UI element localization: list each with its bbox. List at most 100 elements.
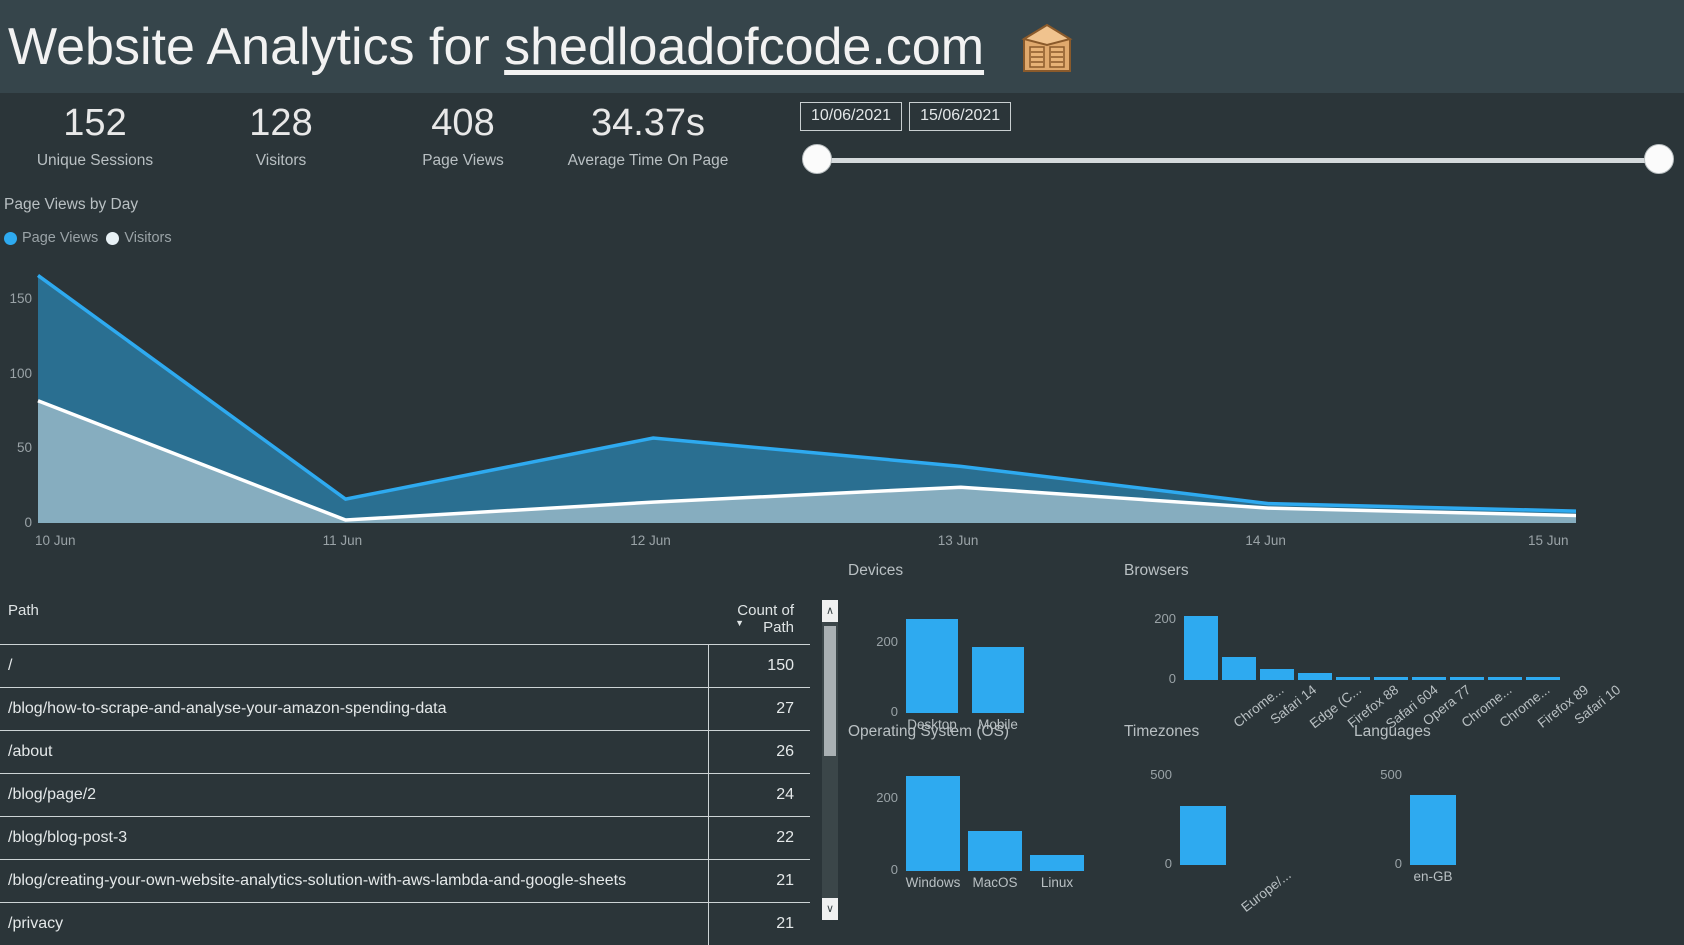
page-title-prefix: Website Analytics for [8, 17, 505, 76]
y-axis-tick: 500 [1380, 766, 1402, 782]
category-label: Europe/... [1238, 867, 1294, 915]
bar[interactable] [1180, 806, 1226, 865]
table-header-row: Path Count of Path ▼ [0, 596, 810, 645]
bar[interactable] [1488, 677, 1522, 680]
y-axis-tick: 0 [1168, 671, 1176, 686]
chart-title: Browsers [1124, 562, 1189, 579]
bar[interactable] [1412, 677, 1446, 680]
slider-handle-left[interactable] [802, 144, 832, 174]
date-range-slicer[interactable]: 10/06/2021 15/06/2021 [800, 102, 1676, 182]
date-range-slider[interactable] [802, 144, 1674, 178]
cell-path: /blog/creating-your-own-website-analytic… [0, 859, 708, 903]
x-axis-tick: 15 Jun [1528, 533, 1569, 548]
languages-categories: en-GB [1354, 865, 1574, 905]
date-inputs: 10/06/2021 15/06/2021 [800, 102, 1676, 131]
table-row[interactable]: /150 [0, 644, 810, 688]
kpi-label: Unique Sessions [36, 152, 154, 169]
sort-descending-icon: ▼ [735, 618, 744, 628]
slider-handle-right[interactable] [1644, 144, 1674, 174]
y-axis-tick: 0 [890, 704, 898, 719]
cell-count: 22 [707, 816, 810, 860]
chart-title: Languages [1354, 723, 1431, 740]
cell-count: 21 [707, 902, 810, 945]
cell-count: 24 [707, 773, 810, 817]
slider-track[interactable] [816, 158, 1660, 163]
path-table-panel: Path Count of Path ▼ /150/blog/how-to-sc… [0, 596, 838, 945]
kpi-value: 128 [249, 102, 313, 144]
bar[interactable] [1374, 677, 1408, 680]
y-axis-tick: 200 [876, 790, 898, 805]
bar[interactable] [1222, 656, 1256, 680]
bar[interactable] [1184, 615, 1218, 680]
os-chart: Operating System (OS) 0 200 Windows MacOS L… [848, 723, 1098, 895]
end-date-input[interactable]: 15/06/2021 [909, 102, 1012, 131]
y-axis-tick: 0 [24, 515, 32, 530]
y-axis-tick: 0 [1164, 856, 1172, 871]
x-axis-tick: 13 Jun [937, 533, 979, 548]
bar[interactable] [1336, 677, 1370, 680]
chart-title: Operating System (OS) [848, 723, 1010, 740]
legend-label: Visitors [124, 230, 172, 246]
y-axis-tick: 50 [16, 440, 32, 456]
page-title-domain: shedloadofcode.com [504, 17, 985, 76]
bar[interactable] [1298, 672, 1332, 680]
bar[interactable] [906, 775, 960, 871]
page-title: Website Analytics for shedloadofcode.com [8, 17, 984, 77]
column-header-path[interactable]: Path [0, 596, 708, 645]
legend-dot-icon [4, 231, 17, 245]
start-date-input[interactable]: 10/06/2021 [800, 102, 903, 131]
kpi-label: Page Views [422, 152, 504, 169]
area-plot: 0 50 100 150 10 Jun 11 Jun 12 Jun 13 Jun 14 Jun 1… [0, 258, 1577, 578]
kpi-row: 152 Unique Sessions 128 Visitors 408 Pag… [0, 100, 820, 195]
bar[interactable] [1260, 668, 1294, 680]
category-label: Windows [905, 875, 961, 890]
bar[interactable] [1450, 677, 1484, 680]
table-row[interactable]: /blog/how-to-scrape-and-analyse-your-ama… [0, 687, 810, 731]
kpi-value: 152 [63, 102, 127, 144]
table-scrollbar[interactable]: ∧ ∨ [822, 600, 838, 920]
path-table: Path Count of Path ▼ /150/blog/how-to-sc… [0, 596, 810, 945]
bar[interactable] [1526, 677, 1560, 680]
cell-path: /blog/blog-post-3 [0, 816, 708, 860]
y-axis-tick: 200 [876, 634, 898, 649]
area-series-page-views [38, 275, 1576, 523]
table-row[interactable]: /blog/blog-post-3 22 [0, 816, 810, 860]
y-axis-tick: 100 [9, 365, 32, 381]
bar[interactable] [972, 646, 1024, 713]
table-row[interactable]: /blog/page/2 24 [0, 773, 810, 817]
y-axis-tick: 150 [9, 291, 32, 307]
kpi-unique-sessions: 152 Unique Sessions [10, 100, 180, 170]
chevron-down-icon[interactable]: ∨ [822, 898, 838, 920]
devices-plot: 0 200 [848, 608, 1098, 719]
chevron-up-icon[interactable]: ∧ [822, 600, 838, 622]
category-label: Linux [1040, 875, 1074, 890]
legend-label: Page Views [22, 230, 99, 246]
timezones-categories: Europe/... [1124, 865, 1344, 915]
bar[interactable] [1030, 854, 1084, 871]
cell-path: /privacy [0, 902, 708, 945]
column-header-count-of-path[interactable]: Count of Path ▼ [708, 596, 810, 645]
chart-title: Devices [848, 562, 904, 579]
bar[interactable] [1410, 795, 1456, 865]
table-row[interactable]: /about 26 [0, 730, 810, 774]
line-series-visitors [37, 399, 1577, 522]
area-chart-svg [36, 274, 1577, 523]
os-categories: Windows MacOS Linux [848, 871, 1098, 895]
scrollbar-thumb[interactable] [824, 626, 836, 756]
table-row[interactable]: /privacy 21 [0, 902, 810, 945]
dashboard-header: Website Analytics for shedloadofcode.com [0, 0, 1684, 93]
legend-item-visitors[interactable]: Visitors [106, 230, 172, 246]
table-row[interactable]: /blog/creating-your-own-website-analytic… [0, 859, 810, 903]
y-axis-tick: 500 [1150, 766, 1172, 782]
bar[interactable] [968, 831, 1022, 871]
cell-count: 150 [707, 644, 810, 688]
chart-legend: Page Views Visitors [0, 230, 1576, 246]
x-axis-tick: 11 Jun [322, 533, 363, 548]
legend-item-page-views[interactable]: Page Views [4, 230, 98, 246]
x-axis-tick: 10 Jun [35, 533, 76, 548]
bar[interactable] [906, 618, 958, 713]
kpi-value: 34.37s [590, 102, 706, 144]
category-label: en-GB [1413, 869, 1453, 884]
cell-path: / [0, 644, 708, 688]
